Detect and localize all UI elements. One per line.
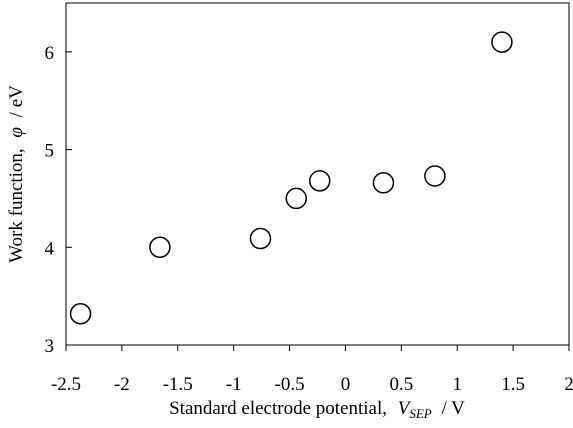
y-axis-ticks: 3 4 5 6 [45, 43, 72, 357]
x-tick-label: 2 [564, 374, 573, 395]
data-point [69, 302, 92, 325]
x-tick-label: -1 [226, 374, 242, 395]
y-tick-label: 4 [45, 238, 55, 259]
y-axis-title-prefix: Work function, [6, 148, 27, 263]
y-axis-title: Work function, φ / eV [6, 85, 27, 263]
data-point [372, 172, 395, 194]
data-point [149, 236, 171, 259]
x-axis-title-suffix: / V [441, 398, 465, 419]
data-points [69, 31, 513, 325]
plot-frame [65, 2, 570, 346]
data-point [308, 170, 331, 192]
x-tick-label: -2 [114, 374, 130, 395]
x-tick-label: -1.5 [163, 374, 193, 395]
data-point [491, 31, 513, 53]
x-axis-title: Standard electrode potential, VSEP / V [169, 398, 465, 423]
y-tick-label: 6 [45, 43, 55, 64]
x-tick-label: 0 [341, 374, 351, 395]
data-point [249, 227, 272, 250]
x-tick-label: 0.5 [389, 374, 413, 395]
x-axis-title-prefix: Standard electrode potential, [169, 398, 387, 419]
x-axis-title-var: V [398, 398, 412, 419]
x-tick-label: -2.5 [51, 374, 81, 395]
y-axis-title-var: φ [6, 127, 27, 138]
x-axis-title-sub: SEP [409, 406, 431, 421]
data-point [424, 165, 446, 187]
x-tick-label: 1 [452, 374, 462, 395]
y-tick-label: 5 [45, 141, 55, 162]
y-axis-title-suffix: / eV [6, 85, 27, 117]
data-point [285, 187, 308, 210]
x-tick-label: -0.5 [275, 374, 305, 395]
y-tick-label: 3 [45, 336, 55, 357]
x-axis-ticks: -2.5 -2 -1.5 -1 -0.5 0 0.5 1 1.5 2 [51, 345, 573, 395]
x-tick-label: 1.5 [501, 374, 525, 395]
